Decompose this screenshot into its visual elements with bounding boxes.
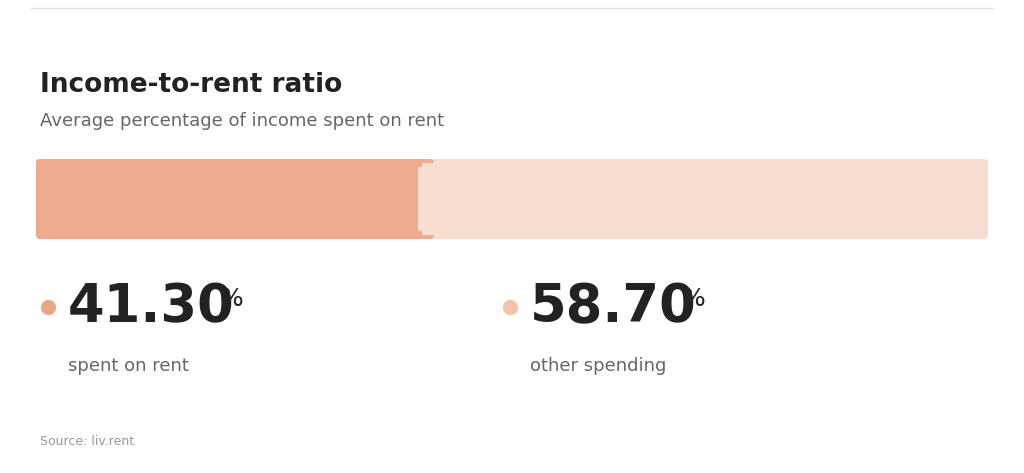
FancyBboxPatch shape: [36, 159, 434, 239]
Text: Source: liv.rent: Source: liv.rent: [40, 435, 134, 448]
Bar: [430, 163, 984, 235]
Text: 58.70: 58.70: [530, 281, 696, 333]
Text: other spending: other spending: [530, 357, 667, 375]
Bar: [418, 167, 434, 231]
Text: 41.30: 41.30: [68, 281, 234, 333]
Text: %: %: [682, 287, 706, 311]
Text: %: %: [220, 287, 244, 311]
Text: Income-to-rent ratio: Income-to-rent ratio: [40, 72, 342, 98]
Text: Average percentage of income spent on rent: Average percentage of income spent on re…: [40, 112, 444, 130]
FancyBboxPatch shape: [36, 159, 988, 239]
Text: spent on rent: spent on rent: [68, 357, 188, 375]
Bar: [422, 163, 438, 235]
